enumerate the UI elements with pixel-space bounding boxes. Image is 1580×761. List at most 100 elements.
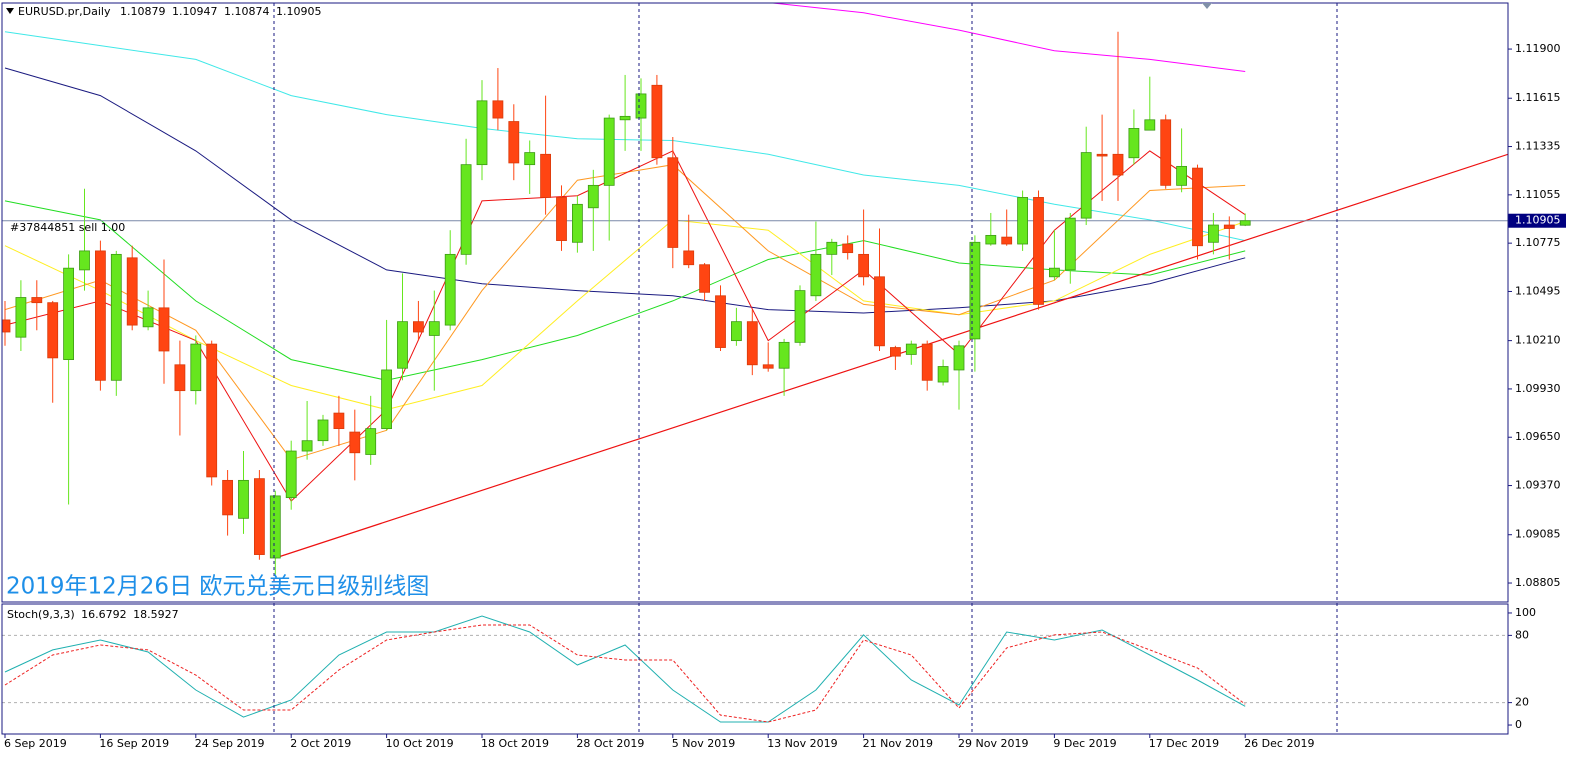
candle-body <box>1128 128 1140 159</box>
candle-body <box>333 412 345 430</box>
candle-body <box>285 450 297 499</box>
candle-body <box>587 184 599 209</box>
candle-body <box>858 253 869 278</box>
open: 1.10879 <box>120 5 166 18</box>
candle-body <box>969 241 981 340</box>
candle-body <box>1239 220 1251 226</box>
candle-body <box>683 250 695 266</box>
candle-body <box>444 253 456 326</box>
y-tick-label: 20 <box>1515 696 1529 709</box>
stochastic-main <box>4 615 1246 723</box>
candle-body <box>699 264 710 293</box>
x-tick-label: 10 Oct 2019 <box>386 737 454 750</box>
candle-body <box>715 295 726 348</box>
y-tick-label: 1.10210 <box>1515 334 1561 347</box>
x-tick-label: 2 Oct 2019 <box>290 737 351 750</box>
candle-body <box>921 343 933 381</box>
candle-body <box>31 297 43 304</box>
candle-body <box>317 419 329 442</box>
candle-body <box>540 153 551 198</box>
candle-body <box>15 297 27 338</box>
y-tick-label: 1.11335 <box>1515 140 1561 153</box>
candle-body <box>842 243 854 254</box>
header: EURUSD.pr,Daily 1.10879 1.10947 1.10874 … <box>18 5 321 18</box>
candle-body <box>985 234 997 245</box>
main-value: 16.6792 <box>81 608 127 621</box>
candle-body <box>810 253 822 297</box>
y-tick-label: 1.09930 <box>1515 382 1561 395</box>
y-tick-label: 100 <box>1515 606 1536 619</box>
candle-body <box>953 345 965 371</box>
candle-body <box>1160 119 1172 186</box>
candle-body <box>1001 236 1013 245</box>
price-panel <box>2 3 1508 576</box>
candle-body <box>603 117 615 186</box>
y-tick-label: 1.08805 <box>1515 576 1561 589</box>
y-tick-label: 1.11900 <box>1515 42 1561 55</box>
period-separators <box>273 3 1338 734</box>
x-tick-label: 9 Dec 2019 <box>1053 737 1116 750</box>
candle-body <box>619 115 631 121</box>
y-tick-label: 1.11055 <box>1515 188 1561 201</box>
y-tick-label: 1.11615 <box>1515 91 1561 104</box>
current-price-box <box>1508 213 1566 228</box>
x-tick-label: 5 Nov 2019 <box>672 737 735 750</box>
candle-body <box>572 203 583 243</box>
candle-body <box>508 121 520 164</box>
candle-body <box>1033 197 1044 305</box>
candle-body <box>937 366 949 383</box>
y-tick-label: 1.09650 <box>1515 430 1561 443</box>
candle-body <box>110 253 122 381</box>
candle-body <box>1080 152 1092 219</box>
stochastic-label: Stoch(9,3,3) 16.6792 18.5927 <box>7 608 179 621</box>
candle-body <box>301 440 313 452</box>
candle-body <box>667 157 679 248</box>
stochastic-frame <box>1 603 1509 735</box>
candle-body <box>874 276 885 347</box>
candle-body <box>412 321 424 333</box>
candle-body <box>826 241 838 255</box>
candle-body <box>79 250 90 271</box>
x-tick-label: 17 Dec 2019 <box>1149 737 1219 750</box>
menu-arrow <box>6 8 14 14</box>
candle-body <box>206 343 218 478</box>
candle-body <box>95 250 106 381</box>
candle-body <box>635 93 647 119</box>
candle-body <box>746 321 758 366</box>
candle-body <box>1017 197 1028 245</box>
candle-body <box>397 321 408 369</box>
indicator-name: Stoch(9,3,3) <box>7 608 75 621</box>
candle-body <box>524 152 536 166</box>
candle-body <box>1176 165 1187 186</box>
candle-body <box>492 100 504 119</box>
y-tick-label: 1.10495 <box>1515 284 1561 297</box>
signal-value: 18.5927 <box>133 608 179 621</box>
candle-body <box>1144 119 1156 131</box>
candle-body <box>1223 224 1235 229</box>
candle-body <box>731 321 742 342</box>
candle-body <box>222 479 234 516</box>
x-tick-label: 29 Nov 2019 <box>958 737 1028 750</box>
candle-body <box>174 364 186 392</box>
candle-body <box>190 343 202 392</box>
candle-body <box>126 257 138 326</box>
y-tick-label: 1.10775 <box>1515 236 1561 249</box>
candle-body <box>460 164 472 255</box>
candle-body <box>1049 267 1060 278</box>
candle-body <box>349 431 361 454</box>
candle-body <box>1096 153 1108 157</box>
close: 1.10905 <box>276 5 322 18</box>
stochastic-signal <box>4 624 1246 723</box>
order-label: #37844851 sell 1.00 <box>10 221 125 234</box>
current-price-label: 1.10905 <box>1515 214 1561 227</box>
high: 1.10947 <box>172 5 218 18</box>
price-frame <box>1 2 1509 603</box>
axes: 1.11900 1.11615 1.11335 1.11055 1.10775 1.104… <box>4 42 1566 750</box>
candle-body <box>381 369 393 430</box>
y-tick-label: 1.09085 <box>1515 528 1561 541</box>
candle-body <box>1208 224 1219 243</box>
x-tick-label: 13 Nov 2019 <box>767 737 837 750</box>
candle-body <box>158 307 170 352</box>
